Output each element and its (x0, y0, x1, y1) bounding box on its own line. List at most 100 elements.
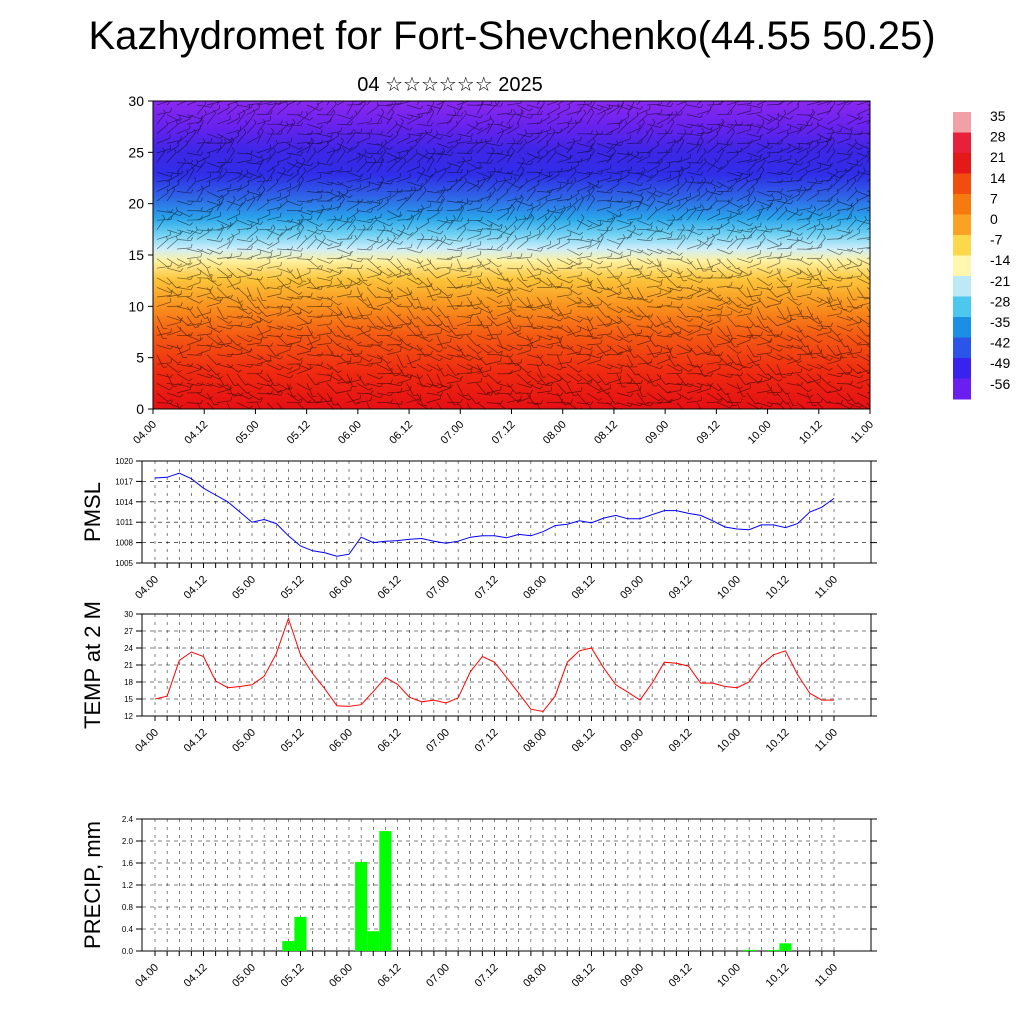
wind-barb (476, 392, 491, 396)
wind-barb (636, 335, 651, 338)
wind-barb (326, 325, 337, 337)
wind-barb (856, 108, 870, 115)
wind-barb-flag (810, 122, 814, 127)
wind-barb (656, 276, 671, 279)
wind-barb (706, 102, 715, 115)
wind-barb-flag (163, 109, 166, 114)
wind-barb-flag (353, 215, 357, 219)
wind-barb-flag (250, 271, 252, 276)
wind-barb (346, 335, 359, 345)
wind-barb-flag (680, 111, 683, 116)
wind-barb (266, 206, 281, 211)
wind-barb (516, 133, 527, 144)
wind-barb-flag (803, 317, 808, 320)
wind-barb (726, 306, 740, 314)
wind-barb-flag (807, 380, 812, 384)
wind-barb-flag (490, 159, 493, 164)
wind-barb (636, 121, 645, 134)
wind-barb (406, 344, 420, 351)
wind-barb (646, 325, 659, 335)
wind-barb (606, 306, 620, 314)
wind-barb (226, 277, 236, 290)
wind-barb (326, 373, 340, 382)
wind-barb-flag (680, 303, 683, 308)
wind-barb (456, 304, 471, 307)
wind-barb-flag (423, 186, 427, 191)
wind-barb (346, 178, 361, 183)
wind-barb-flag (640, 214, 643, 219)
wind-barb (236, 160, 251, 163)
wind-barb (486, 306, 494, 320)
wind-barb-flag (588, 379, 592, 383)
wind-barb-flag (230, 183, 232, 188)
wind-barb (686, 383, 701, 389)
wind-barb (686, 209, 697, 221)
wind-barb-flag (809, 394, 814, 398)
wind-barb (296, 282, 311, 288)
wind-barb (456, 258, 463, 272)
wind-barb (766, 198, 775, 211)
wind-barb-flag (747, 303, 752, 307)
wind-barb (596, 104, 611, 110)
wind-barb (766, 126, 780, 135)
wind-barb (216, 267, 229, 277)
wind-barb-flag (329, 260, 334, 264)
wind-barb (286, 296, 301, 300)
wind-barb-flag (760, 133, 764, 138)
wind-barb-flag (730, 361, 734, 366)
wind-barb-flag (270, 127, 274, 132)
wind-barb-flag (784, 206, 788, 211)
wind-barb (676, 211, 689, 221)
wind-barb (226, 335, 238, 346)
wind-barb (346, 211, 359, 221)
wind-barb (366, 335, 379, 344)
wind-barb (456, 284, 471, 288)
wind-barb (406, 315, 417, 328)
wind-barb (856, 219, 867, 231)
wind-barb (536, 175, 550, 183)
wind-barb (626, 102, 635, 115)
wind-barb (586, 102, 595, 115)
wind-barb (326, 354, 341, 358)
wind-barb-flag (813, 318, 818, 320)
wind-barb-flag (737, 351, 742, 354)
wind-barb-flag (578, 301, 583, 305)
wind-barb-flag (590, 317, 594, 321)
wind-barb-flag (780, 299, 782, 304)
wind-barb (756, 169, 765, 182)
wind-barb (836, 152, 851, 156)
wind-barb-flag (414, 317, 419, 319)
wind-barb (646, 229, 658, 240)
wind-barb (556, 287, 572, 289)
wind-barb-flag (497, 380, 502, 384)
wind-barb (736, 258, 751, 264)
wind-barb-flag (681, 137, 685, 142)
wind-barb (276, 124, 289, 135)
wind-barb (676, 157, 691, 163)
wind-barb-flag (203, 101, 207, 104)
wind-barb-flag (320, 397, 323, 402)
wind-barb (556, 205, 571, 211)
wind-barb-flag (817, 121, 819, 126)
wind-barb (176, 363, 191, 367)
wind-barb (686, 206, 701, 211)
wind-barb (476, 296, 487, 309)
wind-barb-flag (442, 101, 444, 103)
wind-barb-flag (500, 225, 503, 230)
wind-barb (256, 277, 266, 290)
colorbar-swatch (953, 276, 971, 297)
wind-barb (806, 181, 821, 185)
wind-barb (576, 392, 587, 404)
wind-barb-flag (464, 177, 467, 182)
wind-barb (386, 258, 398, 269)
wind-barb-flag (300, 337, 302, 342)
wind-barb-flag (277, 411, 281, 413)
wind-barb (456, 354, 470, 361)
wind-barb (736, 159, 751, 163)
wind-barb-flag (640, 106, 644, 110)
wind-barb-flag (546, 149, 549, 154)
wind-barb (866, 306, 870, 314)
wind-barb-flag (368, 283, 372, 287)
wind-barb (586, 133, 602, 136)
wind-barb (486, 201, 499, 211)
